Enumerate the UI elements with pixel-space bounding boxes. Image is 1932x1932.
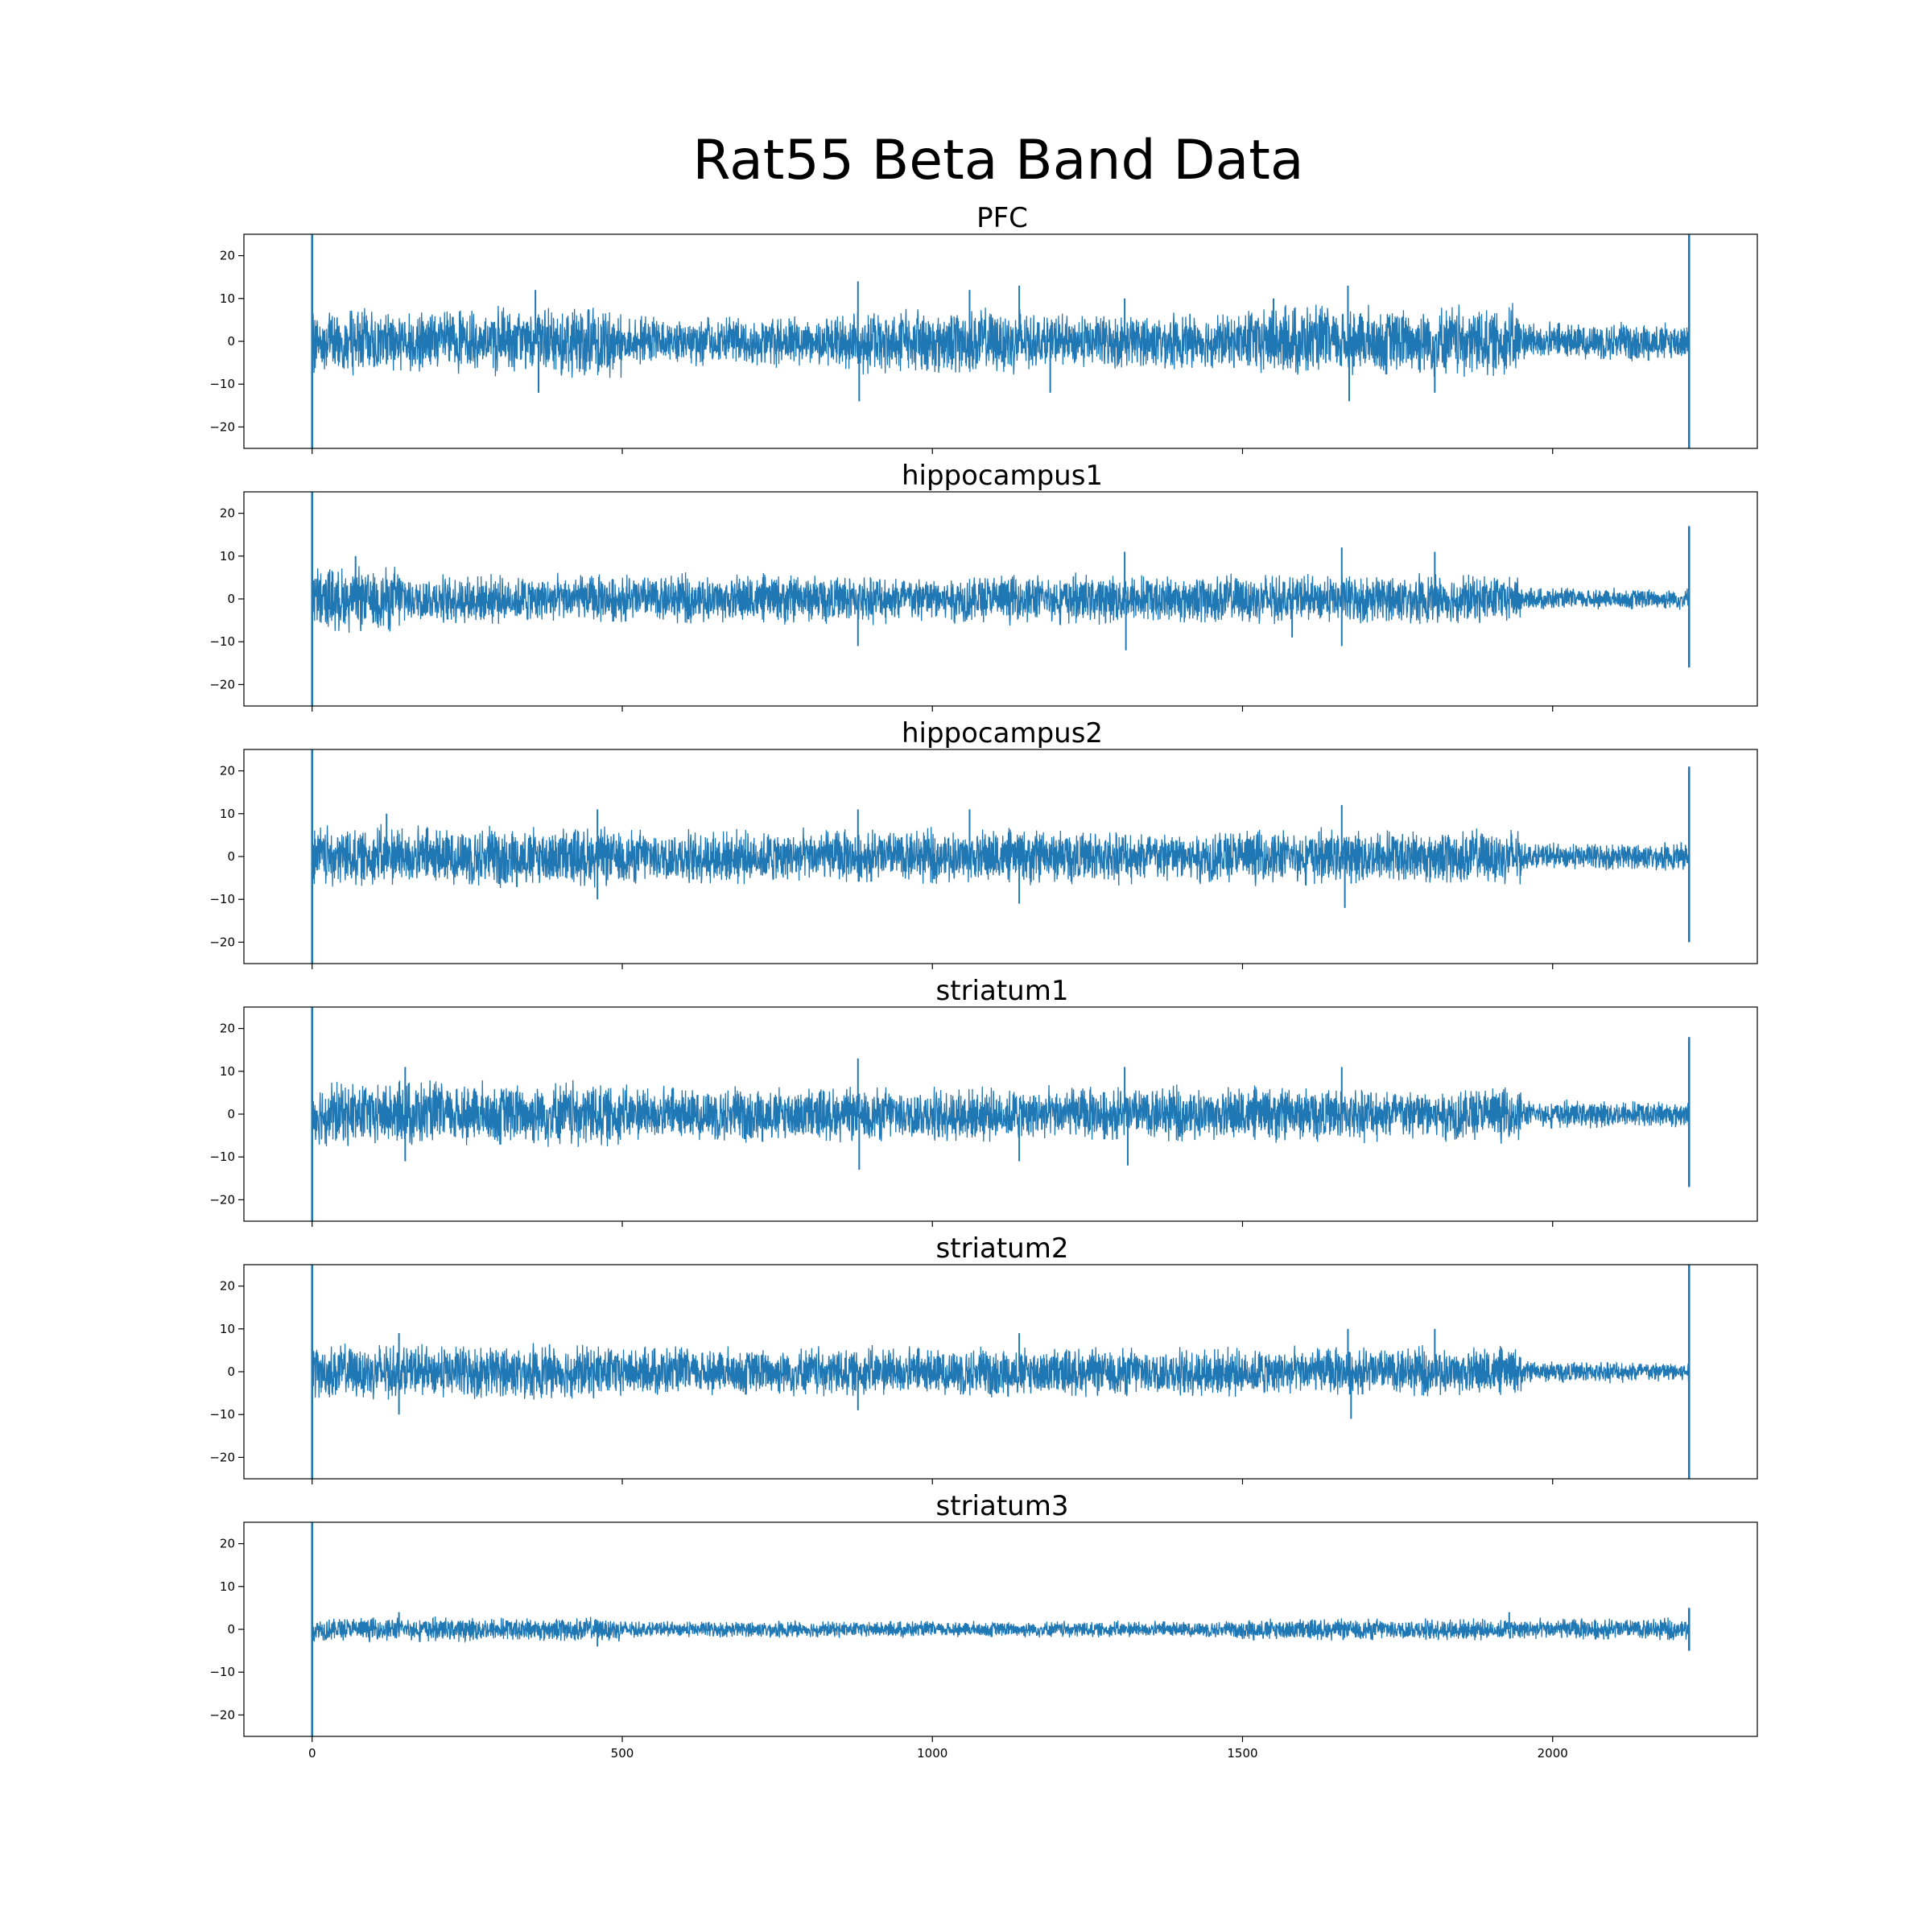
subplot-title: striatum3 (936, 1490, 1069, 1522)
signal-trace (312, 566, 1690, 633)
subplots: PFC−20−1001020hippocampus1−20−1001020hip… (209, 202, 1758, 1761)
x-tick-label: 1500 (1227, 1746, 1257, 1761)
y-tick-label: 20 (220, 1279, 235, 1294)
y-tick-label: −10 (209, 1150, 235, 1164)
y-tick-label: 0 (227, 1107, 235, 1121)
y-tick-label: 10 (220, 549, 235, 564)
subplot-hippocampus1: hippocampus1 −20 −10 0 10 20 (209, 460, 1758, 712)
y-tick-label: −20 (209, 419, 235, 434)
y-tick-label: −10 (209, 892, 235, 906)
x-tick-label: 2000 (1538, 1746, 1568, 1761)
signal-trace (312, 824, 1690, 889)
y-tick-label: 20 (220, 249, 235, 263)
y-tick-label: 0 (227, 592, 235, 606)
subplot-title: hippocampus2 (902, 717, 1103, 749)
y-tick-label: 0 (227, 1364, 235, 1379)
subplot-title: striatum1 (936, 975, 1069, 1007)
subplot-striatum3: striatum3 −20 −10 0 10 20 0 500 1000 1500 2000 (209, 1490, 1758, 1761)
y-tick-label: 20 (220, 764, 235, 778)
y-tick-label: −20 (209, 677, 235, 691)
y-tick-label: 0 (227, 1622, 235, 1637)
x-tick-label: 0 (308, 1746, 316, 1761)
y-tick-label: 10 (220, 1579, 235, 1594)
signal-trace (312, 1616, 1690, 1644)
signal-trace (312, 1343, 1690, 1400)
y-tick-label: 20 (220, 1537, 235, 1551)
x-tick-label: 1000 (917, 1746, 947, 1761)
x-tick-label: 500 (611, 1746, 634, 1761)
subplot-striatum1: striatum1 −20 −10 0 10 20 (209, 975, 1758, 1227)
y-tick-label: −20 (209, 1192, 235, 1207)
subplot-title: PFC (976, 202, 1028, 234)
figure-title: Rat55 Beta Band Data (692, 129, 1303, 192)
subplot-title: striatum2 (936, 1232, 1069, 1265)
y-tick-label: 0 (227, 334, 235, 349)
signal-trace (312, 1080, 1690, 1147)
y-tick-label: −10 (209, 377, 235, 391)
y-tick-label: −10 (209, 1407, 235, 1422)
y-tick-label: 10 (220, 807, 235, 821)
y-tick-label: 10 (220, 291, 235, 306)
subplot-title: hippocampus1 (902, 460, 1103, 492)
y-tick-label: −10 (209, 634, 235, 649)
y-tick-label: −20 (209, 935, 235, 949)
subplot-hippocampus2: hippocampus2 −20 −10 0 10 20 (209, 717, 1758, 969)
y-tick-label: −10 (209, 1665, 235, 1679)
subplot-PFC: PFC −20 −10 0 10 20 (209, 202, 1758, 454)
signal-trace (312, 303, 1690, 378)
y-tick-label: 10 (220, 1064, 235, 1079)
y-tick-label: −20 (209, 1707, 235, 1722)
y-tick-label: −20 (209, 1450, 235, 1464)
y-tick-label: 10 (220, 1322, 235, 1336)
y-tick-label: 20 (220, 1022, 235, 1036)
y-tick-label: 20 (220, 506, 235, 521)
y-tick-label: 0 (227, 849, 235, 864)
subplot-striatum2: striatum2 −20 −10 0 10 20 (209, 1232, 1758, 1484)
